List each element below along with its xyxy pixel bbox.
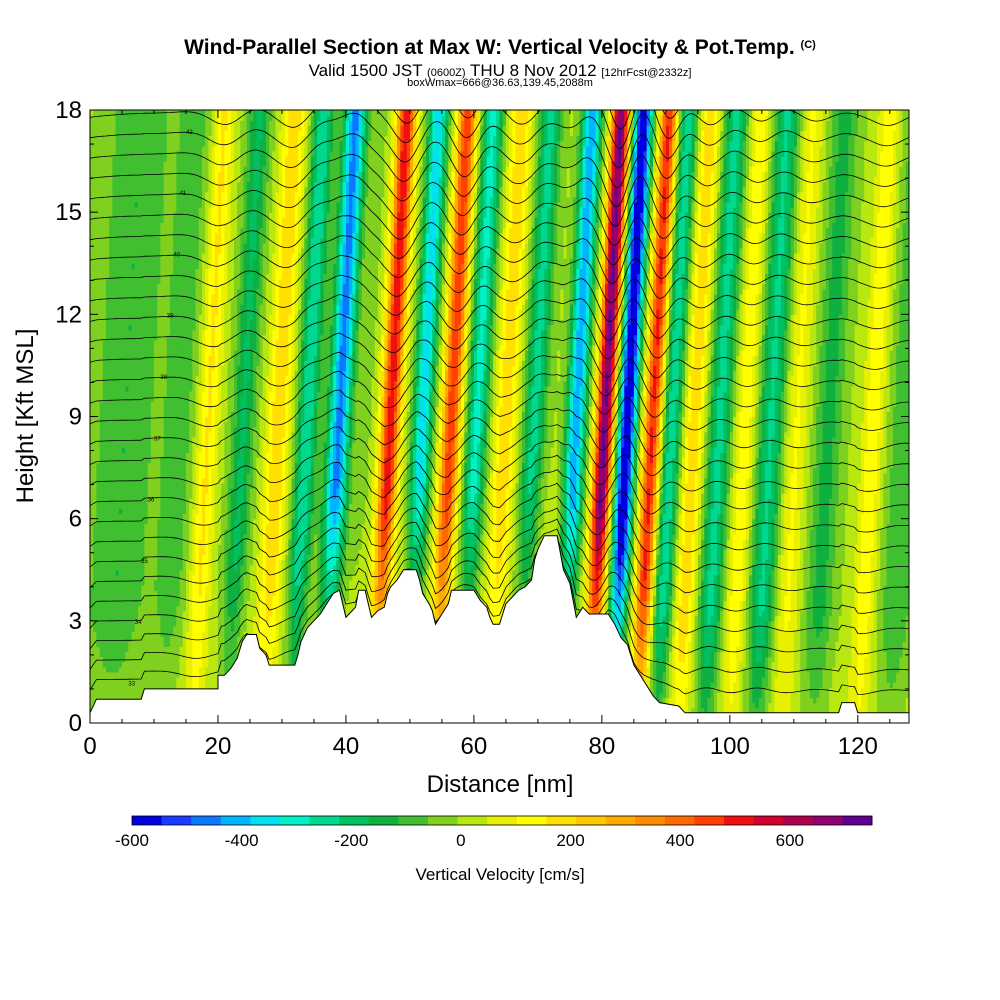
cross-section-chart: 33343536373839404142 0 20 40 60 80 100 1200369…: [0, 0, 1000, 1000]
